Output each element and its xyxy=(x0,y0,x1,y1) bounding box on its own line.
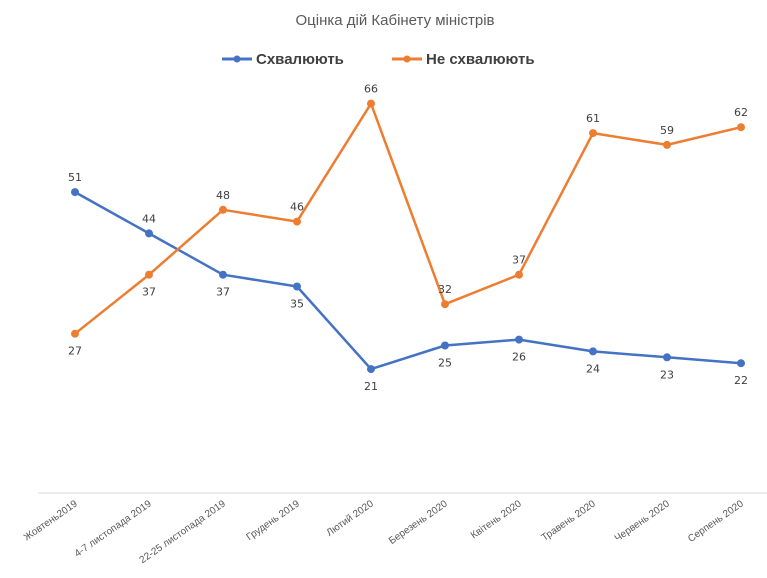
data-point-disapprove xyxy=(145,270,153,279)
series-line-disapprove xyxy=(74,102,742,335)
chart-title: Оцінка дій Кабінету міністрів xyxy=(295,12,494,29)
data-label-approve: 24 xyxy=(586,362,600,375)
data-label-disapprove: 32 xyxy=(438,283,452,296)
data-label-disapprove: 59 xyxy=(660,124,674,137)
data-label-approve: 44 xyxy=(142,212,156,225)
series-layer xyxy=(71,99,745,374)
data-label-disapprove: 48 xyxy=(216,189,230,202)
data-label-disapprove: 46 xyxy=(290,201,304,214)
data-point-disapprove xyxy=(589,129,597,138)
x-tick-label: Грудень 2019 xyxy=(245,498,303,543)
x-tick-label: Травень 2020 xyxy=(540,498,598,544)
legend-label-disapprove: Не схвалюють xyxy=(426,51,535,68)
data-point-approve xyxy=(367,365,375,374)
data-point-approve xyxy=(441,341,449,350)
data-point-disapprove xyxy=(293,217,301,226)
data-label-disapprove: 66 xyxy=(364,83,378,96)
data-label-approve: 23 xyxy=(660,368,674,381)
data-point-approve xyxy=(515,335,523,344)
x-tick-label: 4-7 листопада 2019 xyxy=(73,498,154,560)
data-labels: 51 44 37 35 21 25 26 24 23 22 27 37 48 46 66 32 37 61 59 62 xyxy=(68,83,748,394)
legend: Схвалюють Не схвалюють xyxy=(222,51,535,68)
data-point-disapprove xyxy=(441,300,449,309)
data-point-approve xyxy=(293,282,301,291)
data-point-approve xyxy=(219,270,227,279)
data-point-disapprove xyxy=(737,123,745,132)
data-point-approve xyxy=(663,353,671,362)
x-tick-label: Серпень 2020 xyxy=(686,498,746,545)
x-tick-label: Жовтень2019 xyxy=(22,498,80,543)
data-label-disapprove: 61 xyxy=(586,112,600,125)
data-label-approve: 22 xyxy=(734,374,748,387)
legend-marker-approve xyxy=(233,55,241,63)
data-point-disapprove xyxy=(515,270,523,279)
x-tick-label: Червень 2020 xyxy=(613,498,672,544)
data-label-approve: 21 xyxy=(364,380,378,393)
x-tick-label: Квітень 2020 xyxy=(469,498,524,541)
data-label-approve: 51 xyxy=(68,171,82,184)
x-tick-label: Березень 2020 xyxy=(387,498,450,547)
data-point-approve xyxy=(71,188,79,197)
data-label-disapprove: 37 xyxy=(512,254,526,267)
series-line-approve xyxy=(74,191,742,371)
data-label-disapprove: 62 xyxy=(734,106,748,119)
data-label-approve: 35 xyxy=(290,298,304,311)
data-label-disapprove: 27 xyxy=(68,345,82,358)
data-point-disapprove xyxy=(367,99,375,108)
x-tick-label: Лютий 2020 xyxy=(325,498,376,539)
data-point-disapprove xyxy=(663,140,671,149)
legend-label-approve: Схвалюють xyxy=(256,51,344,68)
data-label-approve: 26 xyxy=(512,351,526,364)
data-point-disapprove xyxy=(219,205,227,214)
legend-marker-disapprove xyxy=(403,55,411,63)
data-label-approve: 25 xyxy=(438,357,452,370)
data-point-approve xyxy=(145,229,153,238)
data-label-approve: 37 xyxy=(216,286,230,299)
data-point-disapprove xyxy=(71,329,79,338)
data-label-disapprove: 37 xyxy=(142,286,156,299)
data-point-approve xyxy=(737,359,745,368)
data-point-approve xyxy=(589,347,597,356)
